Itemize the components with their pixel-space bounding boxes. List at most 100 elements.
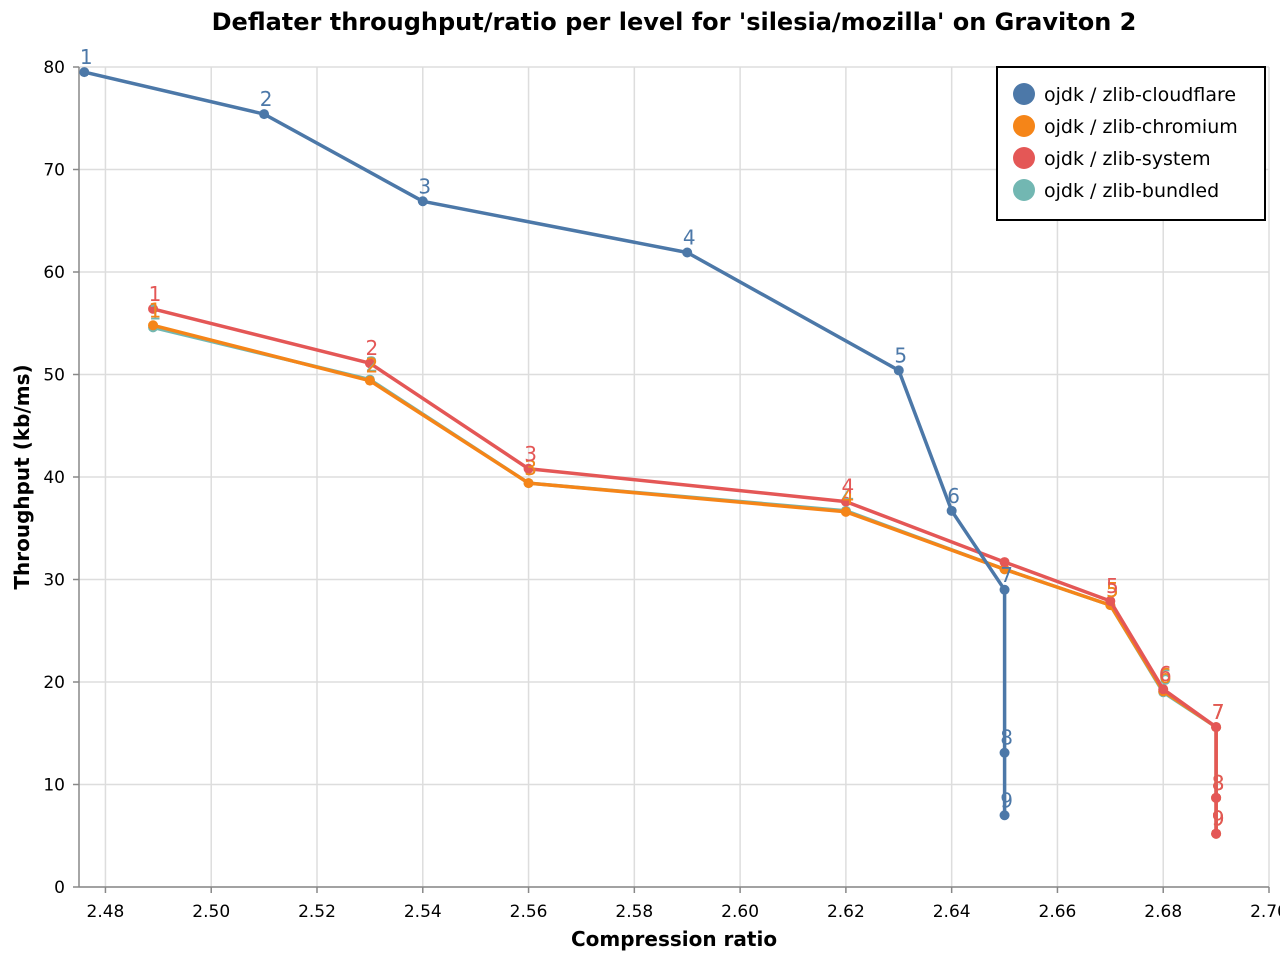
point-label: 6: [1159, 664, 1172, 688]
x-tick-label: 2.52: [298, 902, 336, 922]
point-label: 2: [366, 336, 379, 360]
series-line: [152, 307, 1218, 834]
point-label: 3: [524, 456, 537, 480]
data-point: [417, 196, 428, 207]
point-label: 5: [1106, 578, 1119, 602]
data-point: [999, 557, 1010, 568]
x-tick-label: 2.70: [1250, 902, 1280, 922]
data-point: [1105, 596, 1116, 607]
data-point: [259, 109, 270, 120]
point-label: 1: [80, 45, 93, 69]
data-point: [840, 506, 851, 517]
point-label: 2: [366, 353, 379, 377]
point-label: 4: [842, 485, 855, 509]
legend-swatch: [1013, 147, 1035, 169]
data-point: [79, 67, 90, 78]
point-label: 4: [842, 484, 855, 508]
point-label: 6: [1159, 665, 1172, 689]
x-tick-label: 2.68: [1144, 902, 1182, 922]
legend-box: [996, 66, 1266, 221]
y-tick-label: 30: [43, 571, 65, 591]
series-line: [83, 70, 1007, 816]
x-tick-label: 2.48: [87, 902, 125, 922]
point-label: 3: [524, 442, 537, 466]
point-label: 5: [1106, 578, 1119, 602]
point-label: 5: [894, 343, 907, 367]
x-tick-label: 2.60: [721, 902, 759, 922]
point-label: 9: [1212, 807, 1225, 831]
legend-entry: ojdk / zlib-cloudflare: [1044, 84, 1236, 106]
data-point: [364, 358, 375, 369]
x-axis-label: Compression ratio: [571, 927, 777, 951]
data-point: [1211, 792, 1222, 803]
point-label: 2: [260, 87, 273, 111]
data-point: [1158, 684, 1169, 695]
point-label: 8: [1212, 771, 1225, 795]
point-label: 1: [149, 300, 162, 324]
data-point: [999, 564, 1010, 575]
y-tick-label: 40: [43, 468, 65, 488]
x-tick-label: 2.56: [510, 902, 548, 922]
data-point: [523, 478, 534, 489]
chart-title: Deflater throughput/ratio per level for …: [212, 8, 1137, 36]
point-label: 6: [1159, 662, 1172, 686]
point-label: 7: [1000, 563, 1013, 587]
point-label: 1: [149, 282, 162, 306]
series-ojdk-zlib-cloudflare: [79, 67, 1010, 821]
x-tick-label: 2.58: [615, 902, 653, 922]
point-label: 8: [1212, 771, 1225, 795]
x-tick-label: 2.64: [933, 902, 971, 922]
data-point: [946, 505, 957, 516]
x-tick-label: 2.62: [827, 902, 865, 922]
point-label: 6: [947, 484, 960, 508]
x-tick-label: 2.50: [192, 902, 230, 922]
y-tick-label: 80: [43, 58, 65, 78]
data-point: [840, 496, 851, 507]
point-label: 8: [1000, 726, 1013, 750]
y-tick-label: 60: [43, 263, 65, 283]
point-label: 9: [1000, 788, 1013, 812]
data-point: [1211, 722, 1222, 733]
data-point: [999, 584, 1010, 595]
point-label: 1: [149, 298, 162, 322]
y-tick-label: 50: [43, 366, 65, 386]
point-label: 4: [683, 226, 696, 250]
x-tick-label: 2.66: [1039, 902, 1077, 922]
y-tick-label: 20: [43, 673, 65, 693]
point-label: 3: [418, 174, 431, 198]
point-label: 5: [1106, 574, 1119, 598]
y-tick-label: 70: [43, 161, 65, 181]
data-point: [1211, 828, 1222, 839]
legend-entry: ojdk / zlib-chromium: [1044, 116, 1238, 138]
series-layer: [79, 67, 1222, 839]
legend-swatch: [1013, 83, 1035, 105]
y-tick-label: 10: [43, 776, 65, 796]
point-label: 7: [1212, 700, 1225, 724]
legend-swatch: [1013, 115, 1035, 137]
y-axis-label: Throughput (kb/ms): [10, 364, 34, 589]
legend-entry: ojdk / zlib-bundled: [1044, 180, 1219, 202]
point-label: 9: [1212, 807, 1225, 831]
legend: ojdk / zlib-cloudflare ojdk / zlib-chromi…: [996, 66, 1266, 221]
data-point: [148, 320, 159, 331]
legend-entry: ojdk / zlib-system: [1044, 148, 1211, 170]
axes: 2.48 2.50 2.52 2.54 2.56 2.58 2.60 2.62 2.64 2.66…: [43, 58, 1280, 922]
data-point: [364, 375, 375, 386]
y-tick-label: 0: [54, 878, 65, 898]
point-label: 7: [1212, 700, 1225, 724]
data-point: [682, 247, 693, 258]
point-label: 2: [366, 354, 379, 378]
data-point: [893, 365, 904, 376]
x-tick-label: 2.54: [404, 902, 442, 922]
data-point: [999, 810, 1010, 821]
series-ojdk-zlib-system: [148, 303, 1222, 839]
series-ojdk-zlib-bundled: [148, 322, 1222, 839]
data-point: [148, 303, 159, 314]
data-point: [999, 747, 1010, 758]
point-label: 8: [1212, 771, 1225, 795]
point-label: 3: [524, 456, 537, 480]
point-label: 7: [1212, 700, 1225, 724]
